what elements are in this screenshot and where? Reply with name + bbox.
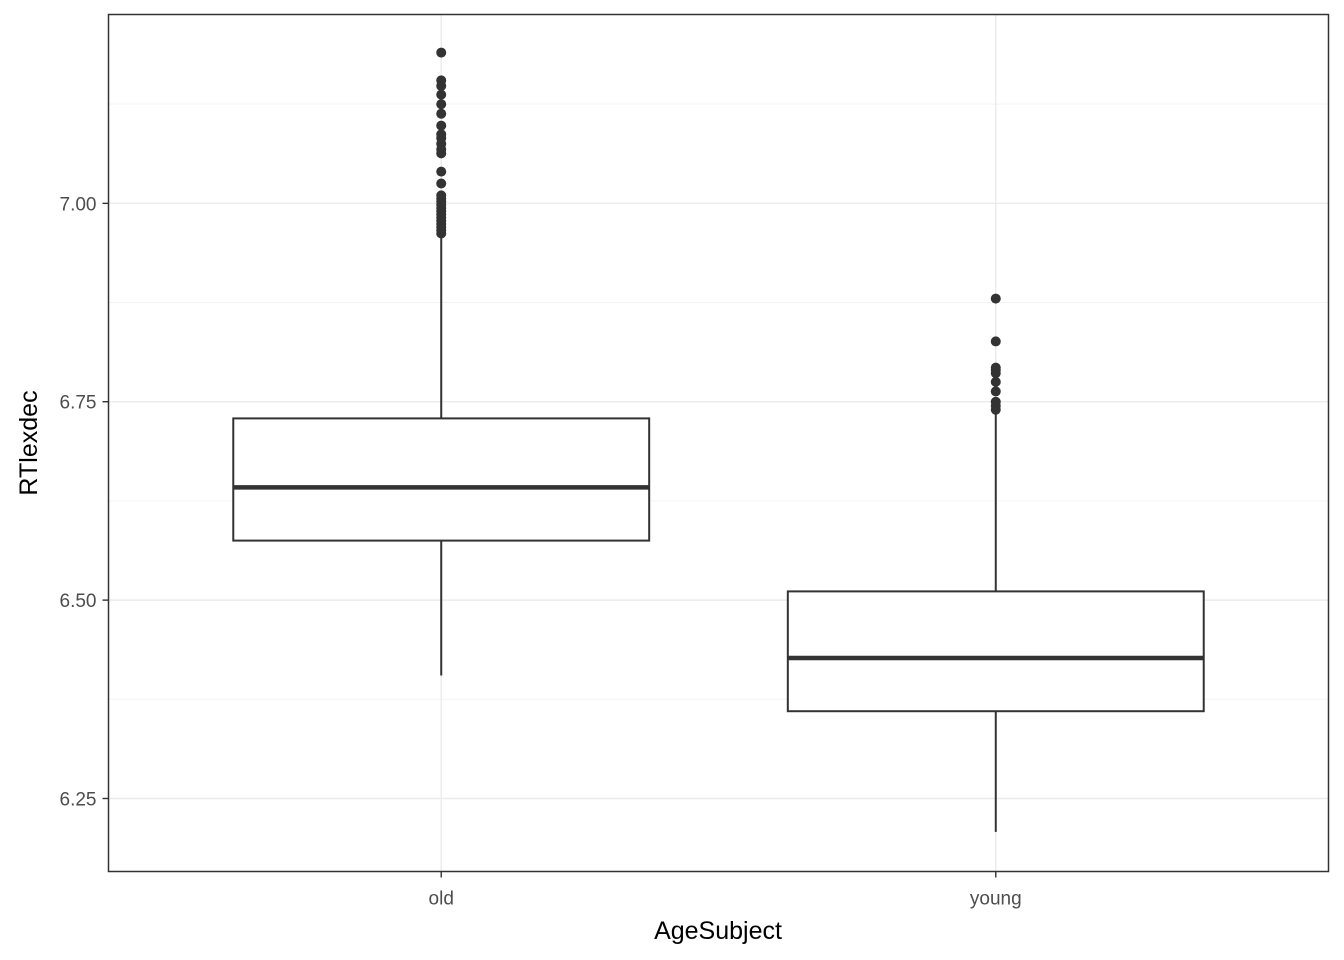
outlier-point — [436, 190, 447, 201]
iqr-box — [232, 417, 651, 542]
outlier-point — [990, 376, 1001, 387]
outlier-point — [436, 120, 447, 131]
y-tick-label: 7.00 — [60, 194, 97, 215]
outlier-point — [436, 99, 447, 110]
outlier-layer — [436, 47, 1001, 415]
outlier-point — [436, 108, 447, 119]
panel-border — [107, 13, 1330, 873]
box-layer — [232, 235, 1205, 832]
y-tick-label: 6.75 — [60, 393, 97, 414]
outlier-point — [436, 75, 447, 86]
x-axis-title: AgeSubject — [654, 917, 782, 945]
outlier-point — [436, 166, 447, 177]
x-tick-label: old — [429, 889, 454, 910]
box-young — [786, 411, 1205, 832]
axis-ticks: 6.25 6.50 6.75 7.00 old young — [60, 194, 1022, 909]
outlier-point — [436, 47, 447, 58]
outlier-point — [990, 336, 1001, 347]
y-axis-title: RTlexdec — [15, 390, 43, 495]
outlier-point — [990, 293, 1001, 304]
outlier-point — [436, 89, 447, 100]
y-tick-label: 6.25 — [60, 789, 97, 810]
x-tick-label: young — [970, 889, 1022, 910]
outlier-point — [436, 129, 447, 140]
box-old — [232, 235, 651, 676]
iqr-box — [786, 590, 1205, 713]
outlier-point — [436, 178, 447, 189]
outlier-point — [990, 386, 1001, 397]
y-tick-label: 6.50 — [60, 591, 97, 612]
outlier-point — [990, 362, 1001, 373]
outlier-point — [990, 396, 1001, 407]
